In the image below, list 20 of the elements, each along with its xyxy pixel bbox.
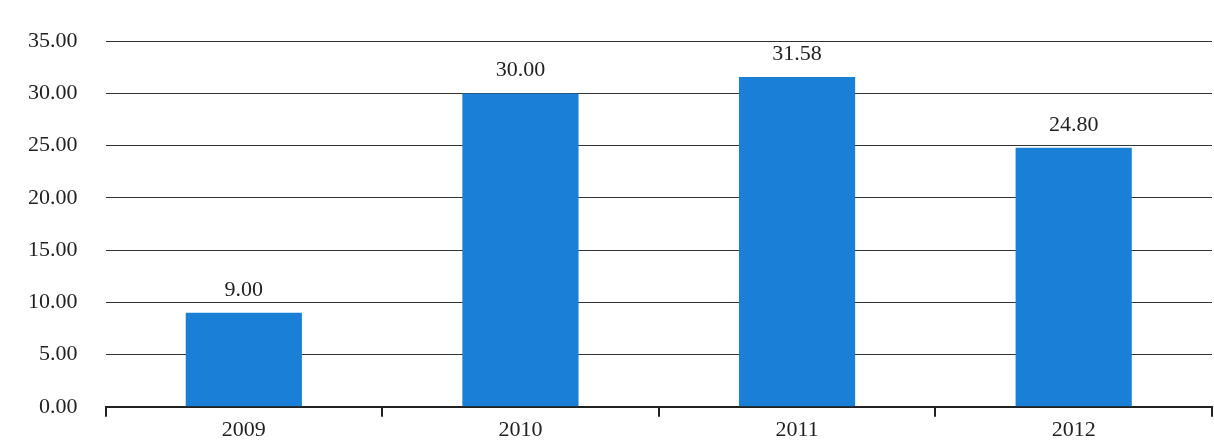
y-tick-label: 35.00 — [28, 26, 78, 52]
y-tick-label: 25.00 — [28, 131, 78, 157]
bar — [1015, 147, 1132, 407]
data-label: 9.00 — [224, 275, 264, 301]
y-tick-label: 0.00 — [39, 392, 78, 418]
bar — [738, 76, 856, 407]
y-tick-label: 30.00 — [28, 79, 78, 105]
x-tick-label: 2009 — [221, 415, 266, 441]
y-tick-label: 5.00 — [39, 340, 78, 366]
x-tick-label: 2012 — [1051, 415, 1096, 441]
y-tick-label: 15.00 — [28, 235, 78, 261]
data-label: 30.00 — [495, 56, 546, 82]
x-tick-label: 2011 — [775, 415, 819, 441]
data-label: 24.80 — [1048, 110, 1099, 136]
y-tick-label: 20.00 — [28, 183, 78, 209]
y-tick-label: 10.00 — [28, 288, 78, 314]
data-label: 31.58 — [772, 39, 822, 65]
x-tick-label: 2010 — [498, 415, 543, 441]
bar — [185, 312, 302, 407]
bar — [462, 93, 579, 407]
